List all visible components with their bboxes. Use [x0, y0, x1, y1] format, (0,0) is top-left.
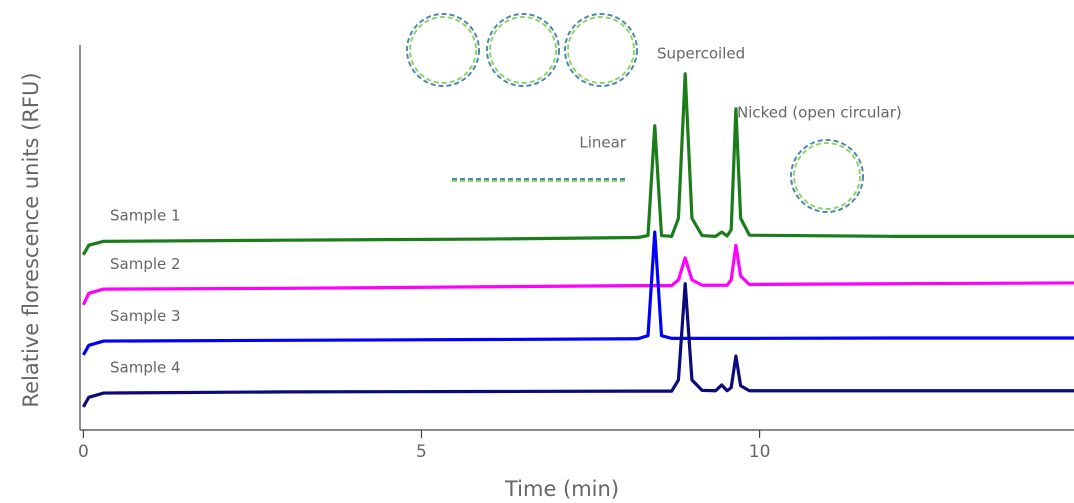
x-tick-label: 0 [78, 442, 89, 462]
y-axis-label: Relative florescence units (RFU) [19, 72, 43, 407]
annotation: Supercoiled [657, 45, 745, 63]
supercoiled-icon [486, 13, 560, 87]
annotation: Nicked (open circular) [737, 104, 902, 122]
x-axis-label: Time (min) [504, 477, 619, 501]
nicked-icon [790, 139, 864, 213]
nicked-icon [793, 142, 861, 210]
series-label: Sample 4 [110, 358, 181, 376]
supercoiled-icon [409, 16, 477, 84]
x-tick-label: 5 [416, 442, 427, 462]
series-label: Sample 2 [110, 255, 181, 273]
trace [81, 282, 1074, 408]
x-tick-label: 10 [749, 442, 771, 462]
supercoiled-icon [406, 13, 480, 87]
trace [81, 230, 1074, 356]
supercoiled-icon [564, 13, 638, 87]
series-label: Sample 1 [110, 207, 181, 225]
supercoiled-icon [567, 16, 635, 84]
trace [81, 72, 1074, 256]
supercoiled-icon [489, 16, 557, 84]
annotation: Linear [579, 134, 626, 152]
series-label: Sample 3 [110, 307, 181, 325]
trace [81, 243, 1074, 306]
dna-icons [406, 13, 864, 213]
